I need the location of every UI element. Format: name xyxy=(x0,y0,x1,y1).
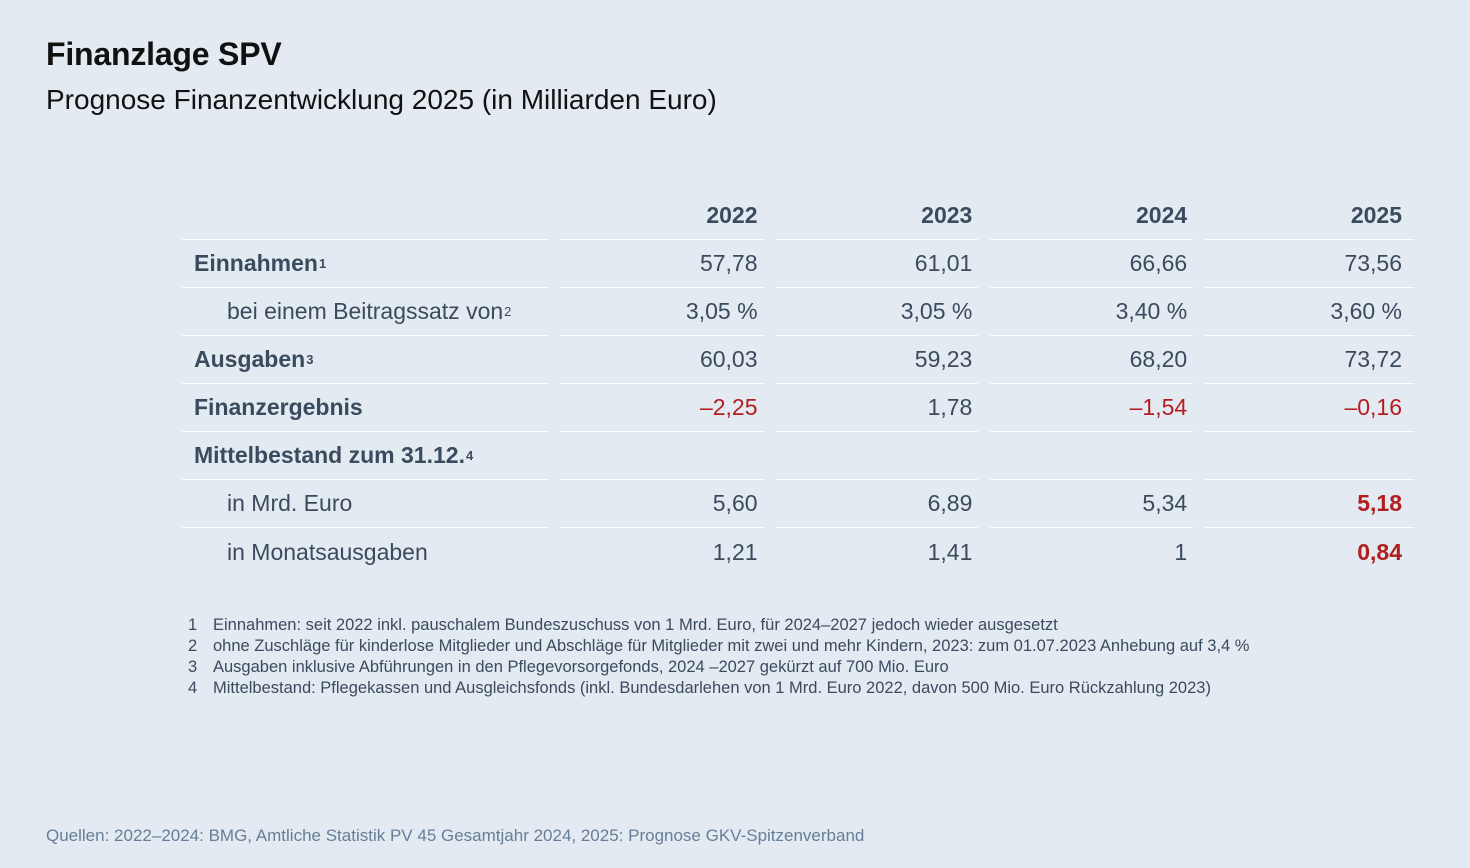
table-cell-highlight: 0,84 xyxy=(1357,538,1403,565)
table-cell: 1 xyxy=(1174,538,1188,565)
footnotes: 1 Einnahmen: seit 2022 inkl. pauschalem … xyxy=(188,615,1278,699)
table-cell: 73,56 xyxy=(1205,240,1414,288)
source-note: Quellen: 2022–2024: BMG, Amtliche Statis… xyxy=(46,826,865,845)
footnote-number: 3 xyxy=(188,658,198,676)
row-label: Finanzergebnis xyxy=(182,384,549,432)
footnote: 4 Mittelbestand: Pflegekassen und Ausgle… xyxy=(188,678,1278,699)
table-row-mrd-euro: in Mrd. Euro 5,60 6,89 5,34 5,18 xyxy=(182,480,1415,528)
table-row-finanzergebnis: Finanzergebnis –2,25 1,78 –1,54 –0,16 xyxy=(182,384,1414,432)
table-cell-empty xyxy=(775,432,979,480)
column-header-2025: 2025 xyxy=(1205,192,1414,240)
table-cell-empty xyxy=(990,432,1194,480)
footnote-text: Mittelbestand: Pflegekassen und Ausgleic… xyxy=(213,679,1211,697)
table-cell: 1,78 xyxy=(775,384,979,432)
page-title: Finanzlage SPV xyxy=(46,36,282,72)
table-cell-empty xyxy=(1205,432,1414,480)
table-cell: 3,60 % xyxy=(1205,288,1415,336)
footnote-text: Ausgaben inklusive Abführungen in den Pf… xyxy=(213,658,949,676)
footnote: 1 Einnahmen: seit 2022 inkl. pauschalem … xyxy=(188,615,1278,636)
table-cell-empty xyxy=(560,432,764,480)
page-subtitle: Prognose Finanzentwicklung 2025 (in Mill… xyxy=(46,84,717,115)
footnote-text: ohne Zuschläge für kinderlose Mitglieder… xyxy=(213,637,1250,655)
footnote-text: Einnahmen: seit 2022 inkl. pauschalem Bu… xyxy=(213,616,1058,634)
table-cell-negative: –0,16 xyxy=(1205,384,1414,432)
footnote: 2 ohne Zuschläge für kinderlose Mitglied… xyxy=(188,636,1278,657)
table-cell: 1,41 xyxy=(927,538,973,565)
row-label: Ausgaben 3 xyxy=(182,336,549,384)
row-label: bei einem Beitragssatz von 2 xyxy=(182,288,549,336)
table-cell: 57,78 xyxy=(560,240,764,288)
table-cell: 60,03 xyxy=(560,336,764,384)
table-cell: 3,40 % xyxy=(990,288,1194,336)
footnote-number: 2 xyxy=(188,637,198,655)
table-row-beitragssatz: bei einem Beitragssatz von 2 3,05 % 3,05 … xyxy=(182,288,1415,336)
table-header-label xyxy=(182,192,549,240)
table-cell: 5,34 xyxy=(990,480,1194,528)
footnote-number: 1 xyxy=(188,616,198,634)
table-cell: 68,20 xyxy=(990,336,1194,384)
table-cell-highlight: 5,18 xyxy=(1205,480,1415,528)
table-cell: 6,89 xyxy=(775,480,979,528)
row-label: in Monatsausgaben xyxy=(227,538,428,565)
table-cell-negative: –2,25 xyxy=(560,384,764,432)
footnote: 3 Ausgaben inklusive Abführungen in den … xyxy=(188,657,1278,678)
row-label: Mittelbestand zum 31.12. 4 xyxy=(182,432,549,480)
table-row-einnahmen: Einnahmen 1 57,78 61,01 66,66 73,56 xyxy=(182,240,1414,288)
table-cell: 5,60 xyxy=(560,480,764,528)
footnote-number: 4 xyxy=(188,679,198,697)
row-label: Einnahmen 1 xyxy=(182,240,549,288)
table-cell: 73,72 xyxy=(1205,336,1414,384)
table-cell-negative: –1,54 xyxy=(990,384,1194,432)
column-header-2022: 2022 xyxy=(560,192,764,240)
table-cell: 61,01 xyxy=(775,240,979,288)
table-cell: 66,66 xyxy=(990,240,1194,288)
row-label: in Mrd. Euro xyxy=(182,480,549,528)
table-row-monatsausgaben: in Monatsausgaben 1,21 1,41 1 0,84 xyxy=(182,528,1414,576)
table-cell: 1,21 xyxy=(712,538,758,565)
table-header-row: 2022 2023 2024 2025 xyxy=(182,192,1414,240)
column-header-2024: 2024 xyxy=(990,192,1194,240)
table-cell: 59,23 xyxy=(775,336,979,384)
finance-table: 2022 2023 2024 2025 Einnahmen 1 57,78 61,… xyxy=(182,192,1415,576)
column-header-2023: 2023 xyxy=(775,192,979,240)
table-cell: 3,05 % xyxy=(560,288,764,336)
table-row-mittelbestand: Mittelbestand zum 31.12. 4 xyxy=(182,432,1414,480)
table-cell: 3,05 % xyxy=(775,288,979,336)
table-row-ausgaben: Ausgaben 3 60,03 59,23 68,20 73,72 xyxy=(182,336,1414,384)
